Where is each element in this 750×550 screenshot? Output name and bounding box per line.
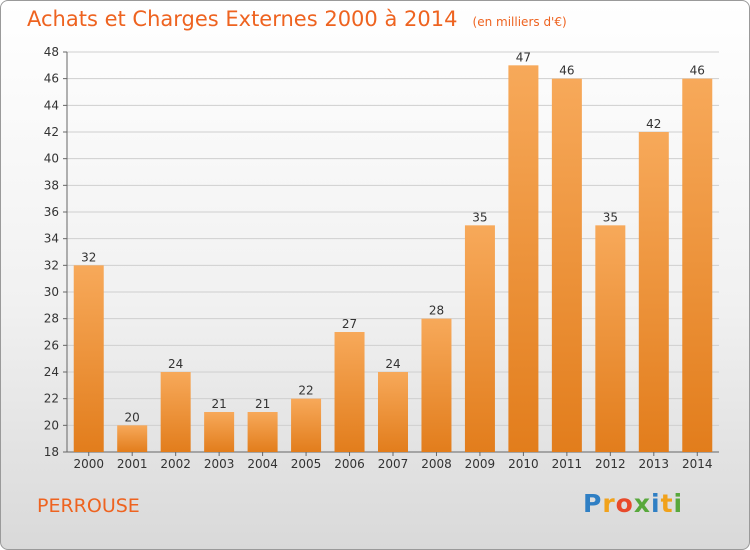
x-tick-label: 2007 xyxy=(378,457,409,471)
bar-value-label: 21 xyxy=(211,397,226,411)
y-tick-label: 18 xyxy=(44,445,59,459)
logo-letter: t xyxy=(660,489,674,518)
x-tick-label: 2003 xyxy=(204,457,235,471)
logo-letter: x xyxy=(633,489,651,518)
logo-letter: o xyxy=(615,489,634,518)
chart-subtitle: (en milliers d'€) xyxy=(472,15,567,29)
bar xyxy=(421,318,452,452)
logo-letter: P xyxy=(583,489,603,518)
x-tick-label: 2005 xyxy=(291,457,322,471)
x-tick-label: 2014 xyxy=(682,457,713,471)
y-tick-label: 28 xyxy=(44,312,59,326)
bar xyxy=(160,372,191,452)
bar-value-label: 21 xyxy=(255,397,270,411)
proxiti-logo: Proxiti xyxy=(583,489,683,518)
y-tick-label: 24 xyxy=(44,365,59,379)
x-tick-label: 2009 xyxy=(465,457,496,471)
x-tick-label: 2008 xyxy=(421,457,452,471)
bar-value-label: 28 xyxy=(429,304,444,318)
x-tick-label: 2013 xyxy=(639,457,670,471)
bar xyxy=(464,225,495,452)
bar-value-label: 27 xyxy=(342,317,357,331)
bar-value-label: 35 xyxy=(603,210,618,224)
bar-value-label: 42 xyxy=(646,117,661,131)
y-tick-label: 22 xyxy=(44,392,59,406)
y-tick-label: 26 xyxy=(44,338,59,352)
bar-value-label: 46 xyxy=(690,64,705,78)
y-tick-label: 44 xyxy=(44,98,59,112)
x-tick-label: 2011 xyxy=(552,457,583,471)
bar-layer xyxy=(73,65,713,453)
y-tick-label: 48 xyxy=(44,45,59,59)
bar-value-label: 46 xyxy=(559,64,574,78)
y-tick-label: 42 xyxy=(44,125,59,139)
y-tick-label: 34 xyxy=(44,232,59,246)
bar xyxy=(682,78,713,453)
y-tick-label: 20 xyxy=(44,418,59,432)
bar xyxy=(508,65,539,452)
title-row: Achats et Charges Externes 2000 à 2014 (… xyxy=(27,7,567,31)
y-tick-label: 30 xyxy=(44,285,59,299)
bar-value-label: 24 xyxy=(168,357,183,371)
x-tick-label: 2004 xyxy=(247,457,278,471)
bar-value-label: 32 xyxy=(81,250,96,264)
bar xyxy=(117,425,148,452)
bar xyxy=(73,265,104,452)
logo-letter: i xyxy=(651,489,661,518)
bar xyxy=(334,332,365,452)
x-tick-label: 2000 xyxy=(73,457,104,471)
label-layer: 32 20 24 21 21 22 27 24 28 35 47 46 35 42 46 xyxy=(81,50,705,424)
commune-name: PERROUSE xyxy=(37,495,140,517)
bar xyxy=(247,412,278,452)
x-tick-label: 2006 xyxy=(334,457,365,471)
bar-value-label: 22 xyxy=(298,384,313,398)
bar-value-label: 47 xyxy=(516,50,531,64)
y-tick-label: 36 xyxy=(44,205,59,219)
y-tick-label: 38 xyxy=(44,178,59,192)
bar xyxy=(595,225,626,452)
bar xyxy=(551,78,582,453)
y-tick-label: 32 xyxy=(44,258,59,272)
x-tick-label: 2010 xyxy=(508,457,539,471)
axis-layer: 18 20 22 24 26 28 30 32 34 36 38 40 42 44 46 48 2000 2001… xyxy=(44,45,719,471)
x-tick-label: 2012 xyxy=(595,457,626,471)
bar xyxy=(378,372,408,452)
bar xyxy=(291,398,322,452)
logo-letter: i xyxy=(673,489,684,518)
y-tick-label: 46 xyxy=(44,72,59,86)
bar-value-label: 35 xyxy=(472,210,487,224)
bar-value-label: 20 xyxy=(125,410,140,424)
chart-title: Achats et Charges Externes 2000 à 2014 xyxy=(27,7,458,31)
bar-value-label: 24 xyxy=(385,357,400,371)
x-tick-label: 2001 xyxy=(117,457,148,471)
x-tick-label: 2002 xyxy=(160,457,191,471)
y-tick-label: 40 xyxy=(44,152,59,166)
bar xyxy=(638,132,669,452)
logo-letter: r xyxy=(602,489,616,518)
bar xyxy=(204,412,235,452)
